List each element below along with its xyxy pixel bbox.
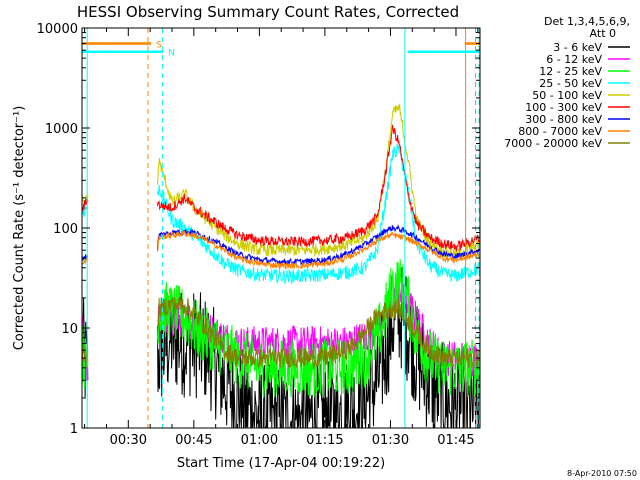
y-tick-label: 1 [70,422,78,437]
x-tick-label: 00:45 [175,433,212,448]
legend-entry-label: 12 - 25 keV [539,65,602,78]
x-axis: 00:30 00:45 01:00 01:15 01:30 01:45 [84,28,479,448]
legend-entry-label: 100 - 300 keV [525,101,602,114]
footer-date: 8-Apr-2010 07:50 [567,469,637,478]
x-tick-label: 01:30 [372,433,409,448]
legend-entry-label: 300 - 800 keV [525,113,602,126]
x-tick-label: 00:30 [110,433,147,448]
legend-entry-label: 25 - 50 keV [539,77,602,90]
series-line [82,124,480,252]
y-tick-label: 1000 [45,122,78,137]
y-axis-label: Corrected Count Rate (s⁻¹ detector⁻¹) [12,106,27,351]
state-bar-label: S [156,40,162,50]
y-tick-label: 10 [61,322,78,337]
x-axis-label: Start Time (17-Apr-04 00:19:22) [177,456,385,471]
x-tick-label: 01:00 [241,433,278,448]
y-axis: 1 10 100 1000 10000 [37,22,480,437]
legend-entry-label: 6 - 12 keV [546,53,602,66]
legend-entry-label: 3 - 6 keV [553,41,602,54]
legend-entry-label: 50 - 100 keV [532,89,602,102]
legend-header-line-1: Det 1,3,4,5,6,9, [544,15,630,28]
legend-header-line-2: Att 0 [590,27,616,40]
y-tick-label: 10000 [37,22,78,37]
series-layer [82,102,480,428]
legend-entry-label: 7000 - 20000 keV [504,137,602,150]
series-line [82,102,480,259]
x-tick-label: 01:45 [437,433,474,448]
chart-title: HESSI Observing Summary Count Rates, Cor… [77,3,459,21]
x-tick-label: 01:15 [306,433,343,448]
legend-entry-label: 800 - 7000 keV [518,125,602,138]
state-bar-label: N [168,49,175,59]
y-tick-label: 100 [53,222,78,237]
